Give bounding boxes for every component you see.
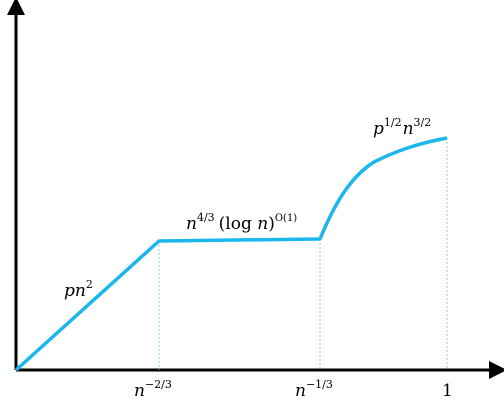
growth-curve <box>14 136 448 372</box>
segment-label-1: pn2 <box>64 278 93 301</box>
x-tick-label-1: n−2/3 <box>134 378 172 401</box>
x-tick-label-3: 1 <box>442 381 453 401</box>
x-tick-label-2: n−1/3 <box>295 378 333 401</box>
segment-label-3: p1/2n3/2 <box>373 116 431 139</box>
segment-label-2: n4/3 (log n)O(1) <box>186 211 297 234</box>
